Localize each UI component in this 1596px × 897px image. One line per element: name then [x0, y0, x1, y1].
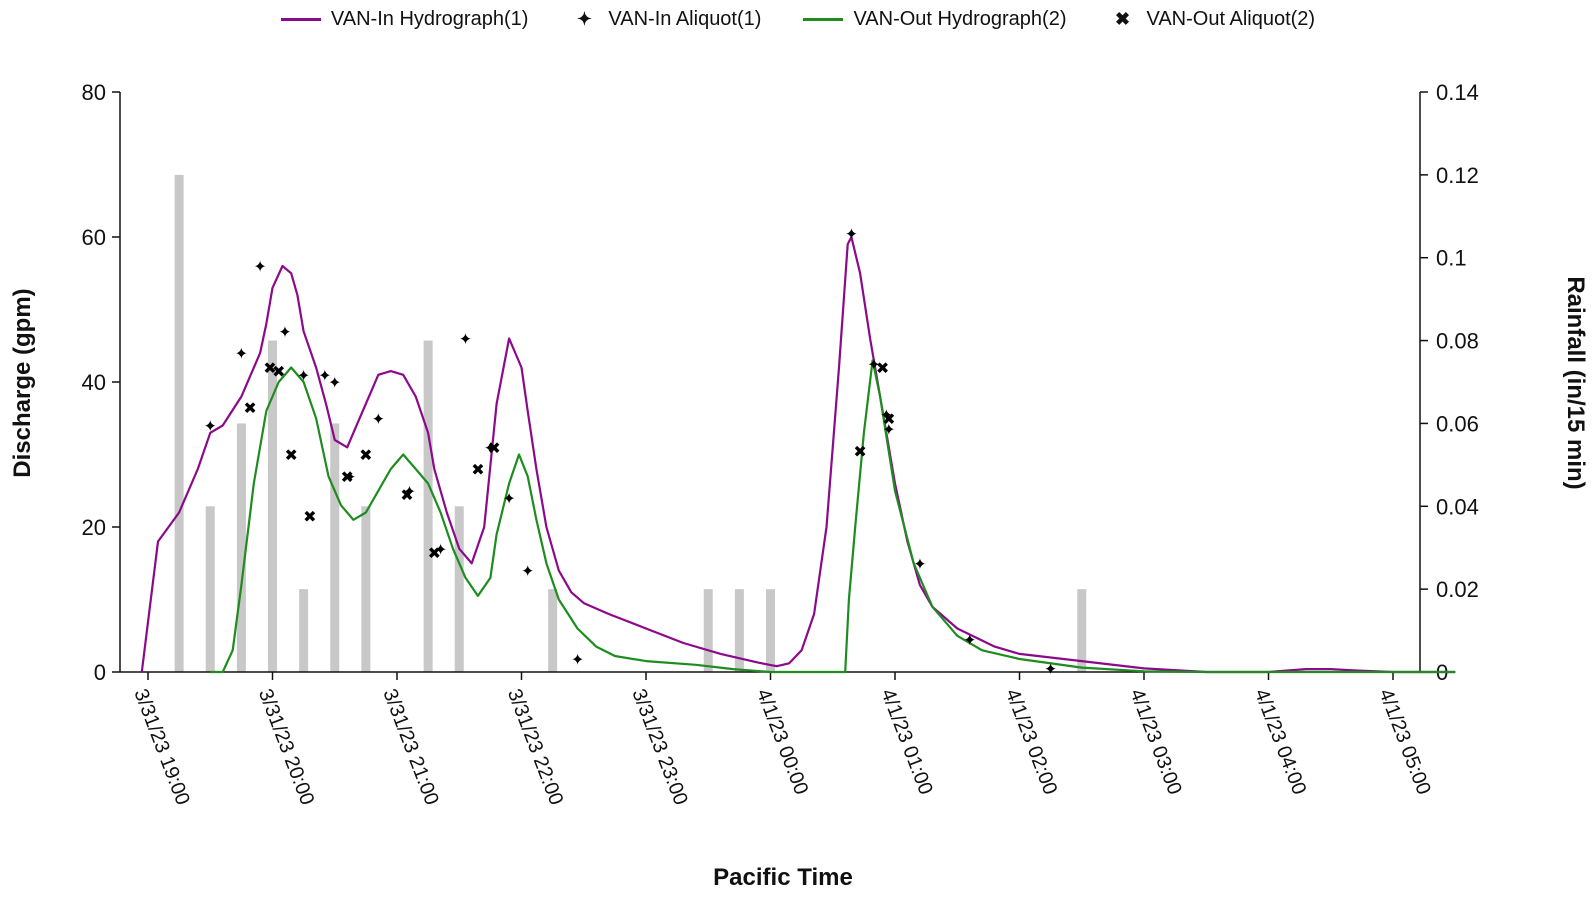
- aliquot-marker: ✦: [502, 489, 515, 508]
- y2-tick-label: 0.04: [1436, 494, 1479, 519]
- rain-bar: [205, 506, 215, 672]
- aliquot-marker: ✖: [340, 467, 353, 486]
- aliquot-marker: ✦: [343, 467, 356, 486]
- aliquot-marker: ✦: [867, 355, 880, 374]
- rain-bar: [361, 506, 371, 672]
- y2-axis-title: Rainfall (in/15 min): [1562, 276, 1589, 489]
- x-tick-label: 3/31/23 19:00: [129, 686, 193, 808]
- aliquot-markers: ✦✦✦✦✦ ✦✦✦✦✦✦✦✦✦✦✦✦✦✦✦✦✦✦✖✖✖✖✖✖✖✖✖✖✖ ✖✖✖: [204, 224, 1058, 678]
- aliquot-marker: ✖: [882, 409, 895, 428]
- aliquot-marker: ✖: [428, 543, 441, 562]
- aliquot-marker: ✖: [400, 485, 413, 504]
- legend-marker-van-out-aliquot: ✖: [1114, 8, 1131, 29]
- x-tick-label: 4/1/23 05:00: [1374, 686, 1434, 798]
- rain-bar: [548, 589, 558, 672]
- rain-bar: [703, 589, 713, 672]
- legend-marker-van-in-aliquot: ✦: [576, 8, 592, 29]
- aliquot-marker: ✖: [471, 460, 484, 479]
- y-tick-label: 20: [82, 515, 106, 540]
- x-tick-label: 4/1/23 04:00: [1250, 686, 1310, 798]
- aliquot-marker: ✖: [487, 438, 500, 457]
- y2-tick-label: 0.06: [1436, 411, 1479, 436]
- legend-swatch-van-in-hydrograph: [280, 17, 321, 21]
- aliquot-marker: ✦: [372, 409, 385, 428]
- aliquot-marker: ✖: [272, 362, 285, 381]
- aliquot-marker: ✦: [235, 344, 248, 363]
- x-tick-label: 3/31/23 20:00: [254, 686, 318, 808]
- aliquot-marker: ✦: [571, 650, 584, 669]
- legend-item-van-out-hydrograph: VAN-Out Hydrograph(2): [803, 8, 1066, 31]
- aliquot-marker: ✖: [853, 442, 866, 461]
- legend-label-van-out-hydrograph: VAN-Out Hydrograph(2): [853, 7, 1067, 30]
- hydrograph-line: [210, 359, 1456, 674]
- aliquot-marker: ✦: [318, 366, 331, 385]
- legend-swatch-van-out-hydrograph: [803, 17, 844, 21]
- aliquot-marker: ✖: [876, 359, 889, 378]
- aliquot-marker: ✦: [484, 438, 497, 457]
- x-tick-label: 3/31/23 21:00: [378, 686, 442, 808]
- y-tick-label: 40: [82, 370, 106, 395]
- y2-tick-label: 0.12: [1436, 163, 1479, 188]
- aliquot-marker: ✦: [278, 322, 291, 341]
- legend-label-van-in-aliquot: VAN-In Aliquot(1): [608, 7, 762, 30]
- aliquot-marker: ✦: [963, 630, 976, 649]
- y-tick-label: 80: [82, 80, 106, 105]
- legend: VAN-In Hydrograph(1) ✦ VAN-In Aliquot(1)…: [0, 6, 1596, 32]
- aliquot-marker: ✦: [328, 373, 341, 392]
- rain-bar: [1077, 589, 1087, 672]
- hydrograph-line: [140, 235, 1456, 674]
- rain-bar: [423, 340, 433, 672]
- rain-bar: [236, 423, 246, 672]
- aliquot-marker: ✖: [263, 359, 276, 378]
- aliquot-marker: ✦: [253, 257, 266, 276]
- x-tick-label: 4/1/23 00:00: [752, 686, 812, 798]
- x-tick-label: 4/1/23 03:00: [1125, 686, 1185, 798]
- legend-label-van-out-aliquot: VAN-Out Aliquot(2): [1146, 7, 1316, 30]
- aliquot-marker: ✦: [521, 562, 534, 581]
- rain-bar: [299, 589, 309, 672]
- aliquot-marker: ✦: [913, 554, 926, 573]
- rain-bar: [268, 340, 277, 672]
- rain-bar: [454, 506, 464, 672]
- aliquot-marker: ✖: [284, 446, 297, 465]
- x-tick-label: 4/1/23 01:00: [876, 686, 936, 798]
- aliquot-marker: ✖: [303, 507, 316, 526]
- legend-item-van-in-aliquot: ✦ VAN-In Aliquot(1): [570, 7, 762, 31]
- legend-item-van-in-hydrograph: VAN-In Hydrograph(1): [280, 7, 529, 31]
- rain-bar: [766, 589, 775, 672]
- aliquot-marker: ✦: [204, 417, 217, 436]
- aliquot-marker: ✦: [845, 224, 858, 243]
- y2-tick-label: 0.08: [1436, 329, 1479, 354]
- x-tick-label: 3/31/23 22:00: [503, 686, 567, 808]
- aliquot-marker: ✖: [243, 398, 256, 417]
- y2-tick-label: 0.14: [1436, 80, 1479, 105]
- y2-tick-label: 0.1: [1436, 246, 1467, 271]
- x-axis-title: Pacific Time: [713, 864, 853, 891]
- hydrograph-lines: [140, 235, 1456, 674]
- legend-label-van-in-hydrograph: VAN-In Hydrograph(1): [330, 7, 529, 30]
- y2-tick-label: 0.02: [1436, 577, 1479, 602]
- rainfall-bars: [174, 174, 1087, 672]
- aliquot-marker: ✦: [459, 330, 472, 349]
- y-tick-label: 60: [82, 225, 106, 250]
- aliquot-marker: ✦: [403, 482, 416, 501]
- x-tick-label: 3/31/23 23:00: [627, 686, 691, 808]
- aliquot-marker: ✦: [880, 406, 893, 425]
- y-tick-label: 0: [94, 660, 106, 685]
- aliquot-marker: ✦: [297, 366, 310, 385]
- rain-bar: [734, 589, 744, 672]
- rain-bar: [174, 174, 184, 672]
- x-tick-label: 4/1/23 02:00: [1001, 686, 1061, 798]
- aliquot-marker: ✦: [434, 540, 447, 559]
- aliquot-marker: ✦: [1044, 659, 1057, 678]
- legend-item-van-out-aliquot: ✖ VAN-Out Aliquot(2): [1108, 8, 1315, 31]
- aliquot-marker: ✦: [882, 420, 895, 439]
- aliquot-marker: ✖: [359, 446, 372, 465]
- axes: 02040608000.020.040.060.080.10.120.143/3…: [82, 80, 1479, 808]
- rain-bar: [330, 423, 340, 672]
- y-axis-title: Discharge (gpm): [9, 288, 36, 477]
